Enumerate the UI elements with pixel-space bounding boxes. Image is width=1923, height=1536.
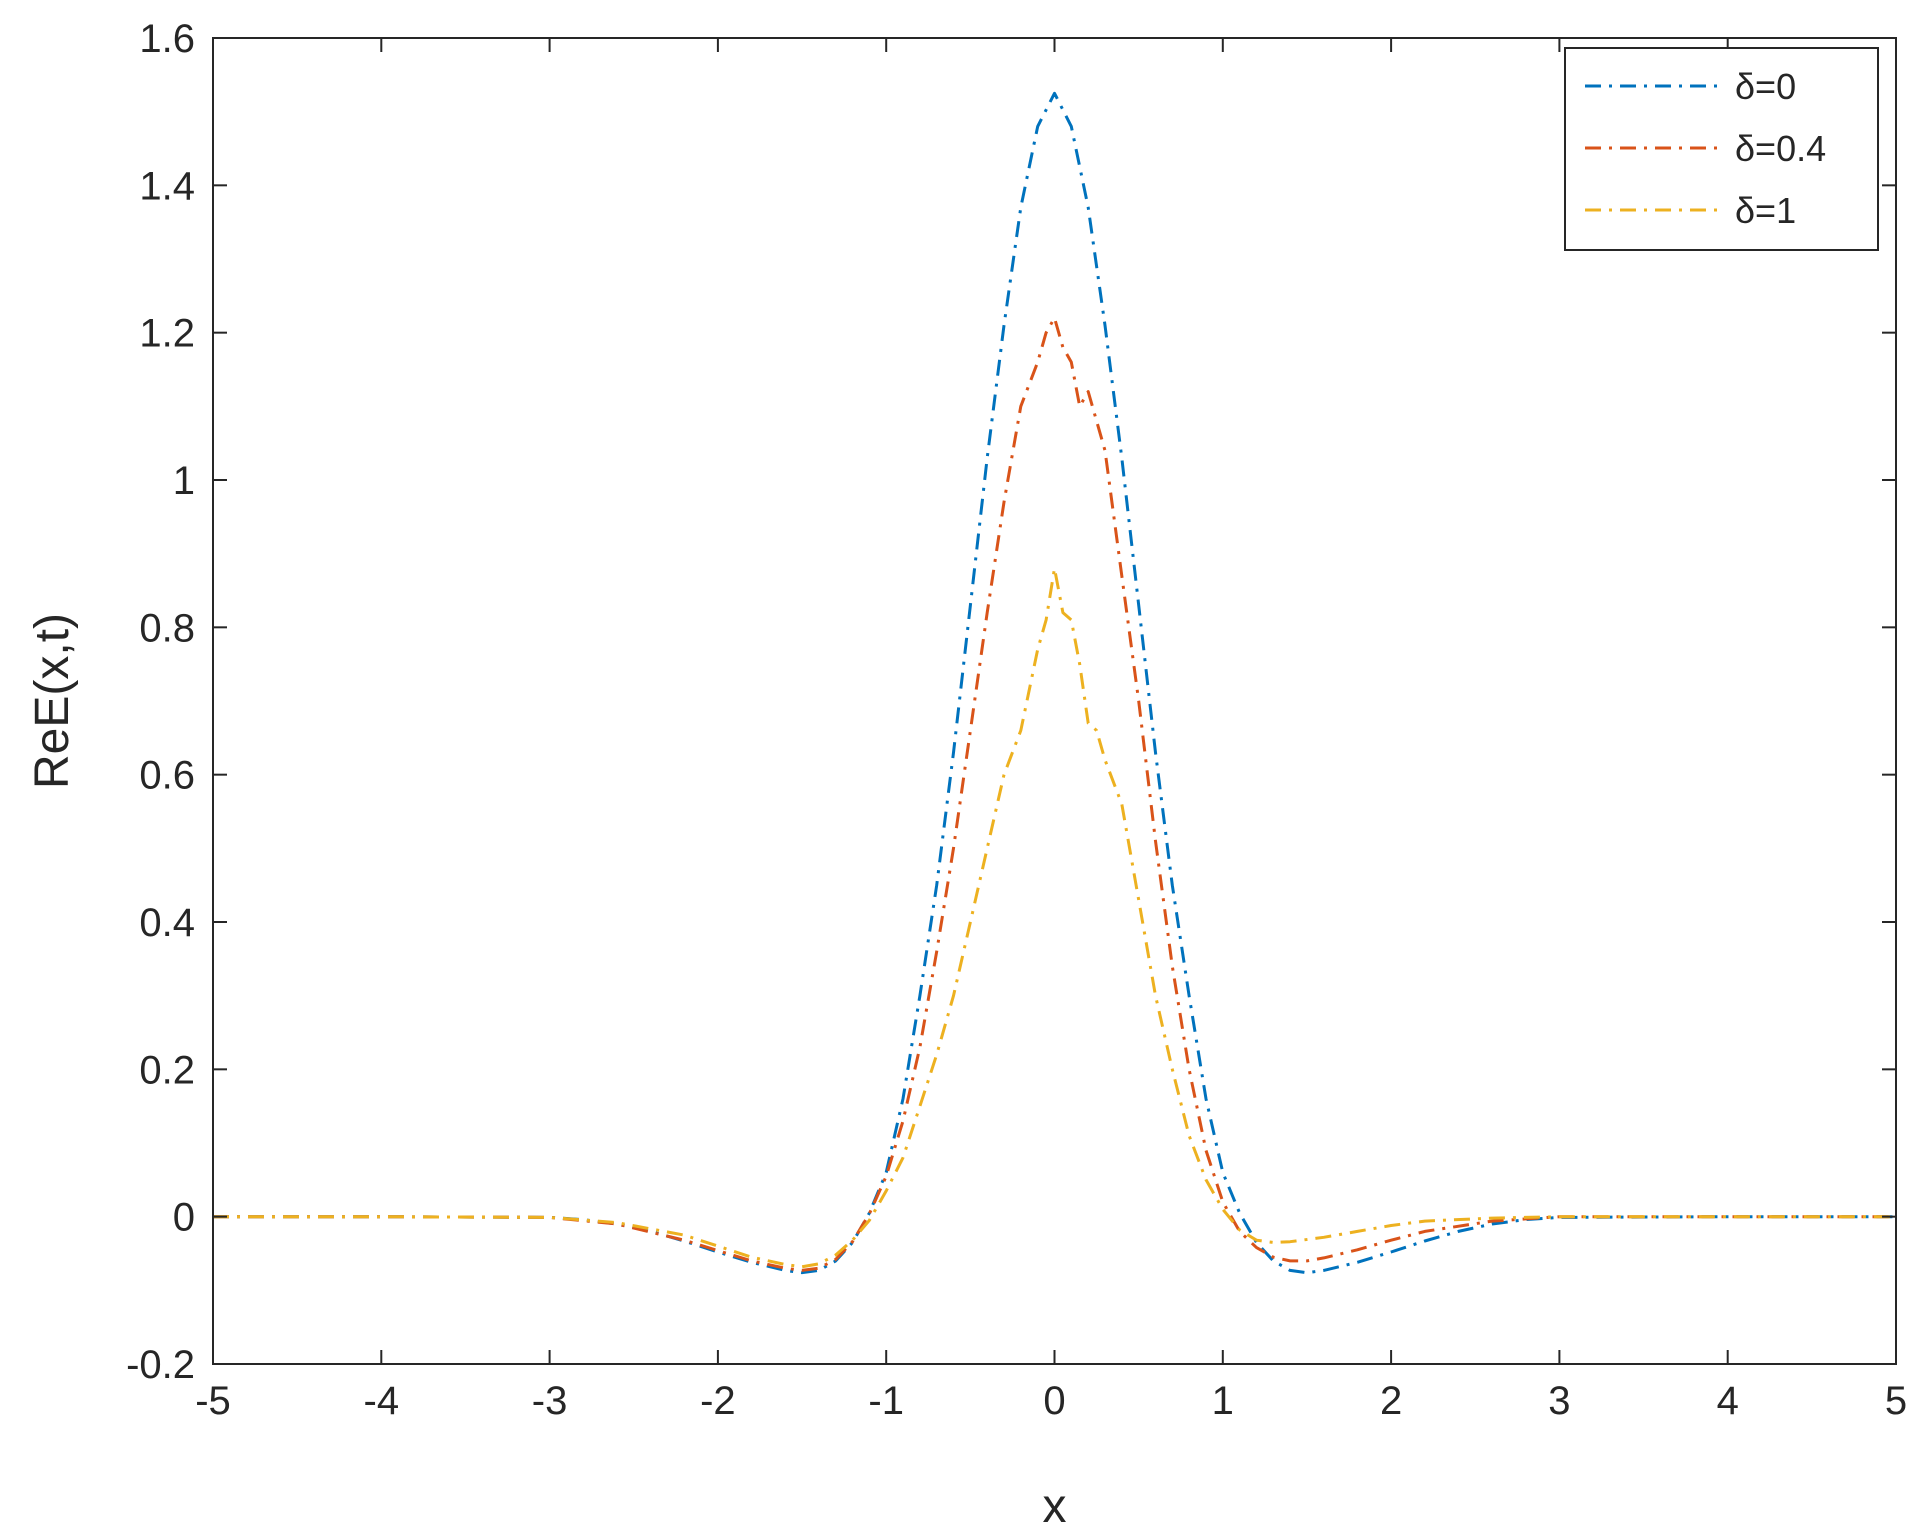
x-tick-label: 2 xyxy=(1380,1379,1402,1423)
y-tick-labels: -0.2 0 0.2 0.4 0.6 0.8 1 1.2 1.4 1.6 xyxy=(126,17,195,1387)
series-layer xyxy=(213,91,1896,1275)
x-tick-label: 5 xyxy=(1885,1379,1907,1423)
axis-ticks xyxy=(212,37,1897,1365)
x-tick-label: 1 xyxy=(1212,1379,1234,1423)
x-axis-label: x xyxy=(1043,1480,1067,1533)
legend-label: δ=1 xyxy=(1735,190,1796,231)
legend: δ=0 δ=0.4 δ=1 xyxy=(1564,47,1879,251)
legend-label: δ=0 xyxy=(1735,66,1796,107)
y-tick-label: 1.2 xyxy=(139,312,195,356)
y-tick-label: -0.2 xyxy=(126,1343,195,1387)
x-tick-label: 0 xyxy=(1043,1379,1065,1423)
series-line-0 xyxy=(213,91,1896,1275)
legend-label: δ=0.4 xyxy=(1735,128,1826,169)
y-axis-label: ReE(x,t) xyxy=(26,613,79,789)
y-tick-label: 0.8 xyxy=(139,606,195,650)
x-tick-label: -3 xyxy=(532,1379,568,1423)
y-tick-label: 1.4 xyxy=(139,164,195,208)
y-tick-label: 0.4 xyxy=(139,901,195,945)
y-tick-label: 0 xyxy=(173,1196,195,1240)
y-tick-label: 1 xyxy=(173,459,195,503)
y-tick-label: 1.6 xyxy=(139,17,195,61)
x-tick-label: -4 xyxy=(364,1379,400,1423)
x-tick-label: 3 xyxy=(1548,1379,1570,1423)
x-tick-label: -5 xyxy=(195,1379,231,1423)
y-tick-label: 0.2 xyxy=(139,1048,195,1092)
x-tick-labels: -5 -4 -3 -2 -1 0 1 2 3 4 5 xyxy=(195,1379,1907,1423)
series-line-1 xyxy=(213,316,1896,1272)
y-tick-label: 0.6 xyxy=(139,754,195,798)
x-tick-label: 4 xyxy=(1717,1379,1739,1423)
series-line-2 xyxy=(213,566,1896,1269)
legend-box xyxy=(1564,47,1879,251)
x-tick-label: -1 xyxy=(868,1379,904,1423)
x-tick-label: -2 xyxy=(700,1379,736,1423)
